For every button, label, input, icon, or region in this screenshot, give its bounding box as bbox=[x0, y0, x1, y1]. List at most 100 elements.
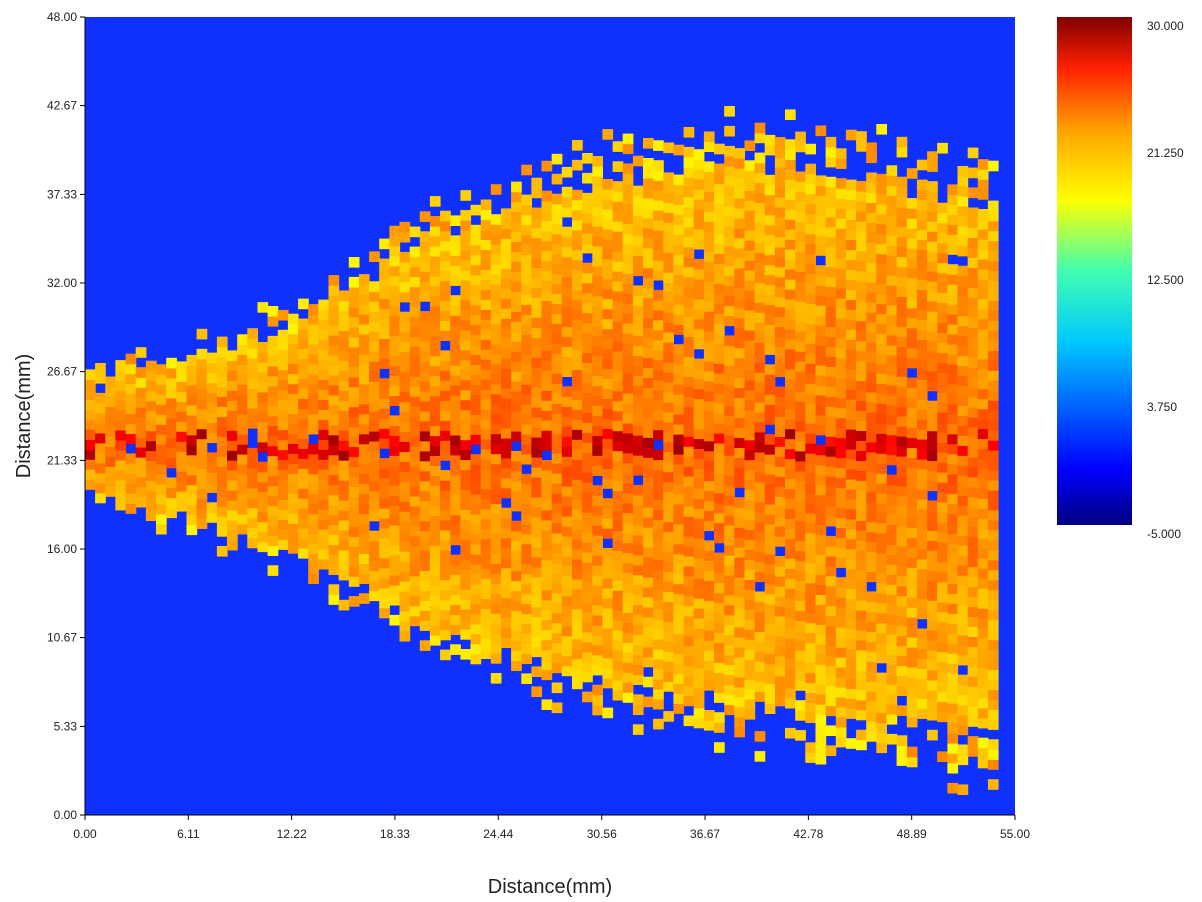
heatmap-cell bbox=[866, 521, 877, 533]
heatmap-cell bbox=[369, 500, 380, 512]
heatmap-cell bbox=[866, 531, 877, 543]
heatmap-cell bbox=[856, 240, 867, 252]
heatmap-cell bbox=[572, 469, 583, 480]
heatmap-cell bbox=[896, 426, 908, 437]
heatmap-cell bbox=[693, 268, 705, 280]
heatmap-cell bbox=[429, 575, 441, 586]
heatmap-cell bbox=[754, 192, 766, 204]
heatmap-cell bbox=[785, 538, 796, 549]
heatmap-cell bbox=[338, 420, 350, 431]
heatmap-cell bbox=[774, 635, 786, 647]
heatmap-cell bbox=[957, 395, 969, 406]
heatmap-cell bbox=[683, 376, 695, 387]
heatmap-cell bbox=[785, 269, 796, 280]
plot-area bbox=[85, 17, 1015, 815]
heatmap-cell bbox=[987, 629, 999, 641]
heatmap-cell bbox=[460, 240, 472, 251]
heatmap-cell bbox=[196, 448, 208, 460]
heatmap-cell bbox=[460, 459, 472, 471]
heatmap-cell bbox=[683, 605, 695, 617]
heatmap-cell bbox=[196, 408, 208, 420]
heatmap-cell bbox=[703, 710, 715, 721]
heatmap-cell bbox=[501, 487, 512, 499]
heatmap-cell bbox=[592, 295, 603, 307]
heatmap-cell bbox=[176, 391, 187, 402]
heatmap-cell bbox=[521, 394, 532, 405]
heatmap-cell bbox=[795, 171, 806, 183]
heatmap-cell bbox=[643, 407, 654, 418]
heatmap-cell bbox=[795, 131, 806, 143]
heatmap-cell bbox=[582, 192, 593, 204]
heatmap-cell bbox=[186, 504, 198, 516]
heatmap-cell bbox=[612, 410, 624, 422]
heatmap-cell bbox=[511, 381, 522, 392]
heatmap-cell bbox=[480, 608, 492, 620]
heatmap-cell bbox=[653, 569, 664, 580]
heatmap-cell bbox=[450, 564, 461, 576]
heatmap-cell bbox=[693, 428, 705, 440]
heatmap-cell bbox=[673, 573, 685, 585]
heatmap-cell bbox=[551, 283, 563, 295]
heatmap-cell bbox=[429, 275, 441, 287]
heatmap-cell bbox=[572, 459, 583, 470]
heatmap-cell bbox=[927, 320, 938, 332]
heatmap-cell bbox=[389, 425, 401, 436]
heatmap-cell bbox=[541, 390, 553, 401]
heatmap-cell bbox=[845, 389, 857, 400]
y-tick-label: 37.33 bbox=[47, 187, 77, 201]
heatmap-cell bbox=[916, 429, 928, 440]
heatmap-cell bbox=[927, 600, 938, 611]
heatmap-cell bbox=[977, 179, 989, 190]
heatmap-cell bbox=[774, 286, 786, 298]
heatmap-cell bbox=[815, 504, 827, 516]
heatmap-cell bbox=[643, 507, 654, 518]
heatmap-cell bbox=[693, 637, 705, 649]
heatmap-cell bbox=[795, 251, 806, 262]
heatmap-cell bbox=[632, 415, 644, 426]
heatmap-cell bbox=[937, 242, 948, 254]
heatmap-cell bbox=[896, 406, 908, 417]
heatmap-cell bbox=[308, 314, 319, 325]
heatmap-cell bbox=[795, 381, 806, 392]
heatmap-cell bbox=[977, 308, 989, 320]
heatmap-cell bbox=[987, 470, 999, 481]
heatmap-cell bbox=[531, 377, 543, 388]
heatmap-cell bbox=[764, 464, 776, 475]
heatmap-cell bbox=[693, 318, 705, 330]
heatmap-cell bbox=[744, 250, 756, 261]
heatmap-cell bbox=[186, 484, 198, 496]
heatmap-cell bbox=[724, 505, 735, 516]
heatmap-cell bbox=[287, 483, 299, 494]
heatmap-cell bbox=[612, 490, 624, 501]
heatmap-cell bbox=[429, 425, 441, 437]
heatmap-cell bbox=[815, 245, 827, 256]
heatmap-cell bbox=[967, 506, 979, 518]
heatmap-cell bbox=[693, 149, 705, 160]
heatmap-cell bbox=[835, 208, 847, 219]
heatmap-cell bbox=[460, 190, 472, 201]
heatmap-cell bbox=[937, 611, 948, 623]
heatmap-cell bbox=[754, 731, 766, 742]
heatmap-cell bbox=[795, 630, 806, 641]
heatmap-cell bbox=[744, 180, 756, 191]
heatmap-cell bbox=[602, 677, 614, 689]
heatmap-cell bbox=[419, 241, 431, 252]
heatmap-cell bbox=[419, 361, 431, 372]
heatmap-cell bbox=[632, 534, 644, 546]
heatmap-cell bbox=[521, 483, 532, 495]
heatmap-cell bbox=[714, 482, 725, 494]
heatmap-cell bbox=[196, 328, 208, 340]
heatmap-cell bbox=[947, 413, 959, 425]
heatmap-cell bbox=[835, 686, 847, 698]
heatmap-cell bbox=[856, 590, 867, 601]
heatmap-cell bbox=[947, 573, 959, 584]
heatmap-cell bbox=[105, 456, 116, 467]
heatmap-cell bbox=[622, 343, 634, 354]
heatmap-cell bbox=[409, 396, 421, 407]
heatmap-cell bbox=[876, 722, 887, 734]
heatmap-cell bbox=[856, 570, 867, 581]
y-tick-label: 16.00 bbox=[47, 542, 77, 556]
heatmap-cell bbox=[663, 541, 674, 553]
heatmap-cell bbox=[845, 648, 857, 659]
heatmap-cell bbox=[612, 271, 624, 282]
